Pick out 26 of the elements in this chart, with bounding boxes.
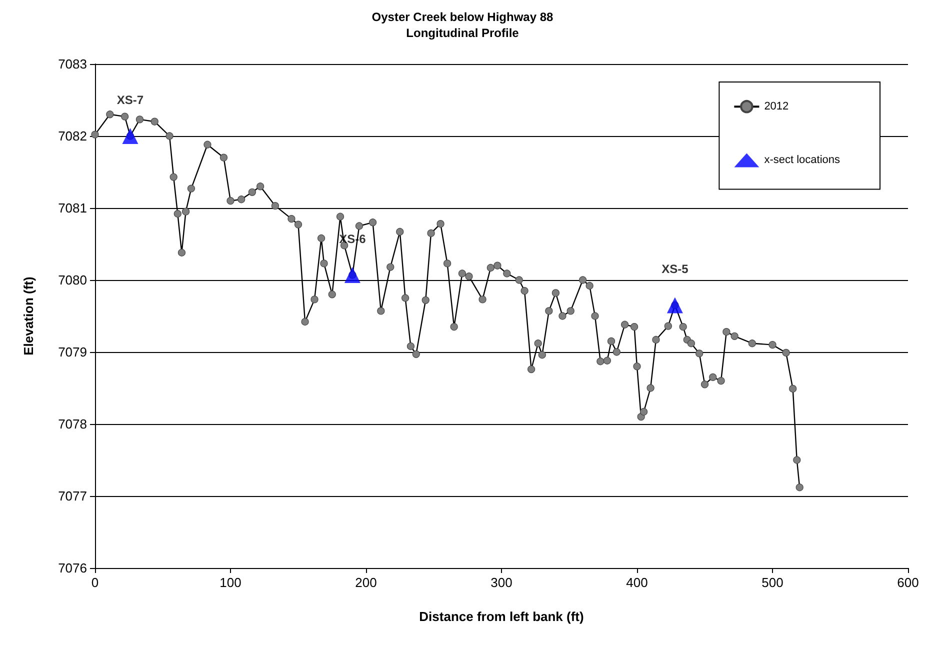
y-tick-label: 7080 [58, 272, 87, 288]
x-axis-title: Distance from left bank (ft) [419, 609, 584, 624]
x-tick-label: 200 [355, 575, 377, 590]
point [122, 128, 138, 144]
y-tick-label: 7078 [58, 416, 87, 432]
y-tick-label: 7083 [58, 56, 87, 72]
chart-subtitle: Longitudinal Profile [406, 26, 520, 40]
y-tick-label: 7079 [58, 344, 87, 360]
point [666, 297, 683, 314]
x-tick-label: 600 [897, 575, 919, 590]
x-tick-label: 0 [91, 575, 99, 590]
y-tick-label: 7082 [58, 128, 87, 144]
x-tick-label: 300 [490, 575, 512, 590]
legend-label: 2012 [764, 100, 789, 113]
y-tick-label: 7076 [58, 560, 87, 576]
y-axis-title: Elevation (ft) [21, 276, 36, 356]
x-tick-label: 100 [220, 575, 242, 590]
y-tick-label: 7077 [58, 488, 87, 504]
annotation: XS-5 [662, 262, 689, 276]
x-tick-label: 500 [762, 575, 784, 590]
y-tick-label: 7081 [58, 200, 87, 216]
chart-title: Oyster Creek below Highway 88 [372, 10, 554, 24]
point [344, 266, 360, 283]
x-tick-label: 400 [626, 575, 648, 590]
annotation: XS-7 [116, 93, 144, 107]
legend-label: x-sect locations [764, 154, 840, 166]
